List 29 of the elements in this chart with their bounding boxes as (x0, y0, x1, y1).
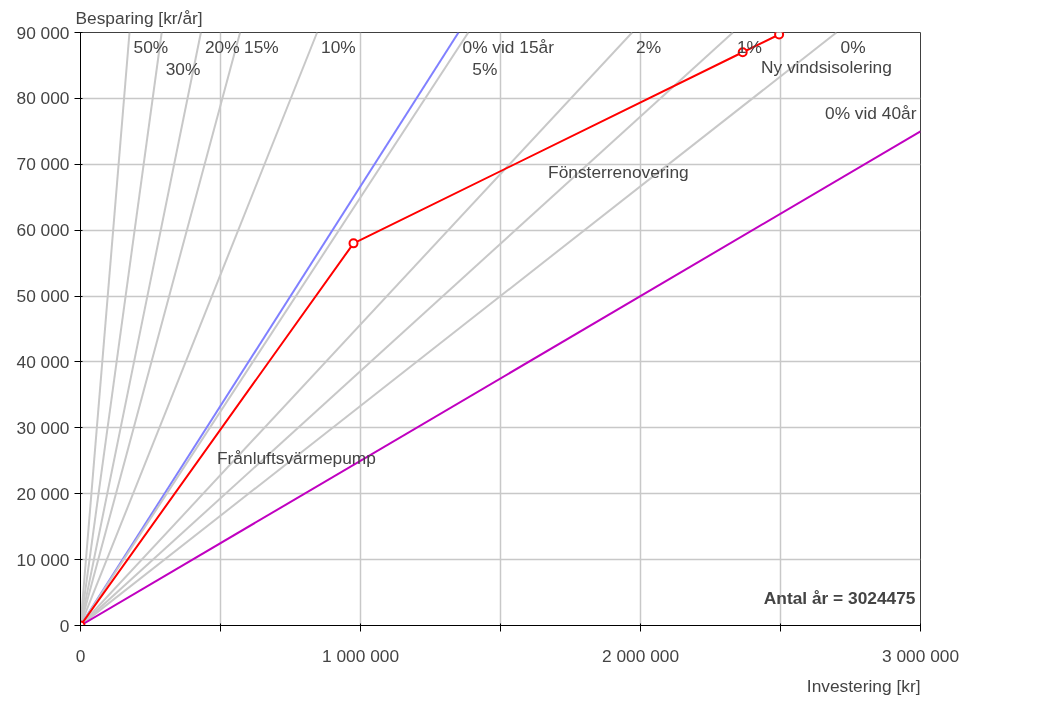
annotation: Fönsterrenovering (548, 161, 689, 182)
x-tick-label: 3 000 000 (881, 645, 960, 666)
series-label: 0% vid 15år (462, 36, 555, 57)
series-label: 0% (840, 36, 866, 57)
series-label: 30% (165, 58, 201, 79)
y-tick-label: 60 000 (16, 220, 70, 241)
y-tick-label: 30 000 (16, 417, 70, 438)
series-label: 2% (636, 36, 662, 57)
series-label: 20% (204, 36, 240, 57)
y-tick-label: 80 000 (16, 88, 70, 109)
series-label: 50% (133, 36, 169, 57)
annotation: Ny vindsisolering (760, 57, 892, 78)
x-tick-label: 2 000 000 (601, 645, 680, 666)
y-tick-label: 90 000 (16, 22, 70, 43)
y-tick-label: 40 000 (16, 351, 70, 372)
y-tick-label: 0 (59, 615, 70, 636)
y-axis-title: Besparing [kr/år] (75, 7, 203, 28)
y-tick-label: 10 000 (16, 549, 70, 570)
x-tick-label: 0 (75, 645, 86, 666)
annotation: Antal år = 3024475 (763, 587, 916, 608)
series-label: 10% (321, 36, 356, 57)
x-axis-title: Investering [kr] (806, 675, 921, 696)
x-tick-label: 1 000 000 (321, 645, 400, 666)
y-tick-label: 20 000 (16, 483, 70, 504)
series-label: 5% (472, 58, 498, 79)
series-label: 0% vid 40år (824, 103, 917, 124)
y-tick-label: 70 000 (16, 154, 70, 175)
y-tick-label: 50 000 (16, 286, 70, 307)
series-label: 15% (244, 36, 279, 57)
